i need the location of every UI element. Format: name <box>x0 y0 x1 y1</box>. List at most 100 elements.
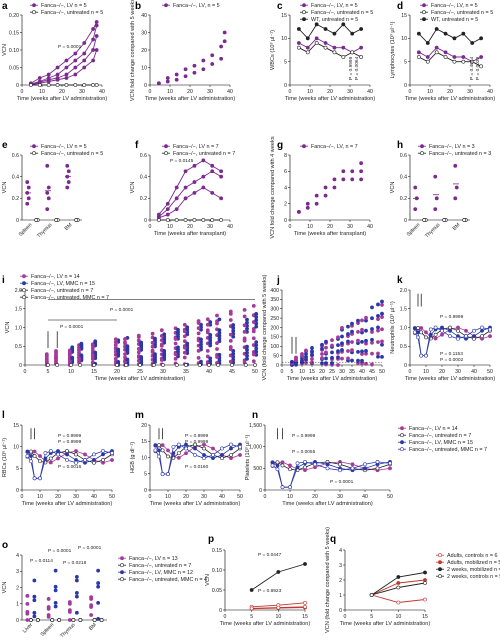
data-point <box>174 218 179 222</box>
data-point <box>288 463 292 468</box>
data-point <box>251 336 256 341</box>
legend-entry: Fanca−/−, untreated n = 5 <box>431 10 493 16</box>
data-point <box>77 356 81 360</box>
data-point <box>32 454 37 458</box>
data-point <box>32 449 37 454</box>
legend-entry: Fanca−/−, LV, MMC n = 12 <box>129 570 193 576</box>
data-point <box>396 585 401 590</box>
data-point <box>440 325 444 330</box>
data-point <box>280 463 285 468</box>
data-point <box>336 355 340 360</box>
y-tick-label: 4 <box>339 548 342 554</box>
data-point <box>94 20 99 24</box>
data-point <box>253 363 257 367</box>
x-tick-label: 40 <box>227 224 233 230</box>
data-point <box>93 339 98 344</box>
data-point <box>238 453 242 457</box>
legend-marker <box>400 433 404 438</box>
y-axis-label: VCN <box>5 322 11 334</box>
data-point <box>173 356 178 361</box>
data-point <box>193 446 197 451</box>
legend-marker <box>422 3 426 8</box>
data-point <box>270 460 275 465</box>
data-point <box>396 575 401 579</box>
legend-entry: Fanca−/−, LV, MMC n = 15 <box>31 281 95 287</box>
data-point <box>245 326 249 331</box>
data-point <box>25 601 30 606</box>
data-point <box>480 328 484 333</box>
data-point <box>324 356 328 361</box>
data-point <box>275 460 280 465</box>
data-point <box>330 338 334 343</box>
data-point <box>396 581 401 585</box>
data-point <box>92 452 96 457</box>
x-tick-label: 20 <box>312 494 318 500</box>
data-point <box>123 341 127 346</box>
data-point <box>320 361 324 366</box>
data-point <box>370 362 374 367</box>
y-axis-label: VCN (fold change compared with 5 weeks) <box>325 527 331 633</box>
data-point <box>46 606 51 611</box>
data-point <box>453 163 458 168</box>
data-point <box>38 454 42 458</box>
data-point <box>360 327 364 332</box>
data-point <box>376 354 380 359</box>
data-point <box>26 185 31 190</box>
data-point <box>370 305 374 310</box>
p-value-annotation: P = 0.0001 <box>330 479 354 485</box>
y-tick-label: 20 <box>141 48 147 54</box>
data-point <box>29 459 33 464</box>
y-tick-label: 10 <box>401 36 407 42</box>
data-point <box>229 453 233 457</box>
data-point <box>464 328 468 333</box>
legend-entry: Fanca−/−, untreated n = 7 <box>129 563 191 569</box>
data-point <box>336 335 340 340</box>
data-point <box>46 597 51 601</box>
data-point <box>363 462 367 467</box>
legend-entry: Fanca−/−, LV n = 13 <box>129 556 178 562</box>
panel-label-b: b <box>135 1 141 12</box>
data-point <box>419 326 424 330</box>
data-point <box>73 51 78 56</box>
data-point <box>434 45 439 50</box>
data-point <box>350 462 355 467</box>
data-point <box>303 562 307 566</box>
data-point <box>350 348 354 353</box>
y-tick-label: 0.10 <box>9 48 19 54</box>
x-tick-label: 10 <box>427 89 433 95</box>
data-point <box>245 350 249 355</box>
x-tick-label: 30 <box>455 369 461 375</box>
y-tick-label: 3 <box>16 569 19 575</box>
data-point <box>314 41 319 45</box>
data-point <box>472 334 476 339</box>
data-point <box>64 58 69 63</box>
x-tick-label: 10 <box>423 369 429 375</box>
data-point <box>156 218 161 222</box>
p-value-annotation: P = 0.1153 <box>440 351 463 357</box>
data-point <box>380 354 384 359</box>
legend-marker <box>120 556 124 561</box>
x-tick-label: 50 <box>487 369 493 375</box>
data-point <box>44 359 49 364</box>
legend-entry: Fanca−/−, untreated n = 7 <box>31 288 93 294</box>
data-point <box>254 315 259 319</box>
legend-marker <box>32 10 36 15</box>
data-point <box>360 349 364 354</box>
x-tick-label: 10 <box>167 89 173 95</box>
data-point <box>70 345 75 350</box>
data-point <box>356 338 360 343</box>
data-point <box>364 349 368 353</box>
data-point <box>183 169 188 174</box>
y-tick-label: 250 <box>270 316 279 322</box>
data-point <box>249 588 254 592</box>
data-point <box>94 48 99 52</box>
data-point <box>115 363 119 367</box>
p-value-annotation: P = 0.0016 <box>58 464 82 470</box>
y-axis-label: VCN (fold change compared with 5 weeks) <box>262 274 268 380</box>
data-point <box>64 76 69 80</box>
